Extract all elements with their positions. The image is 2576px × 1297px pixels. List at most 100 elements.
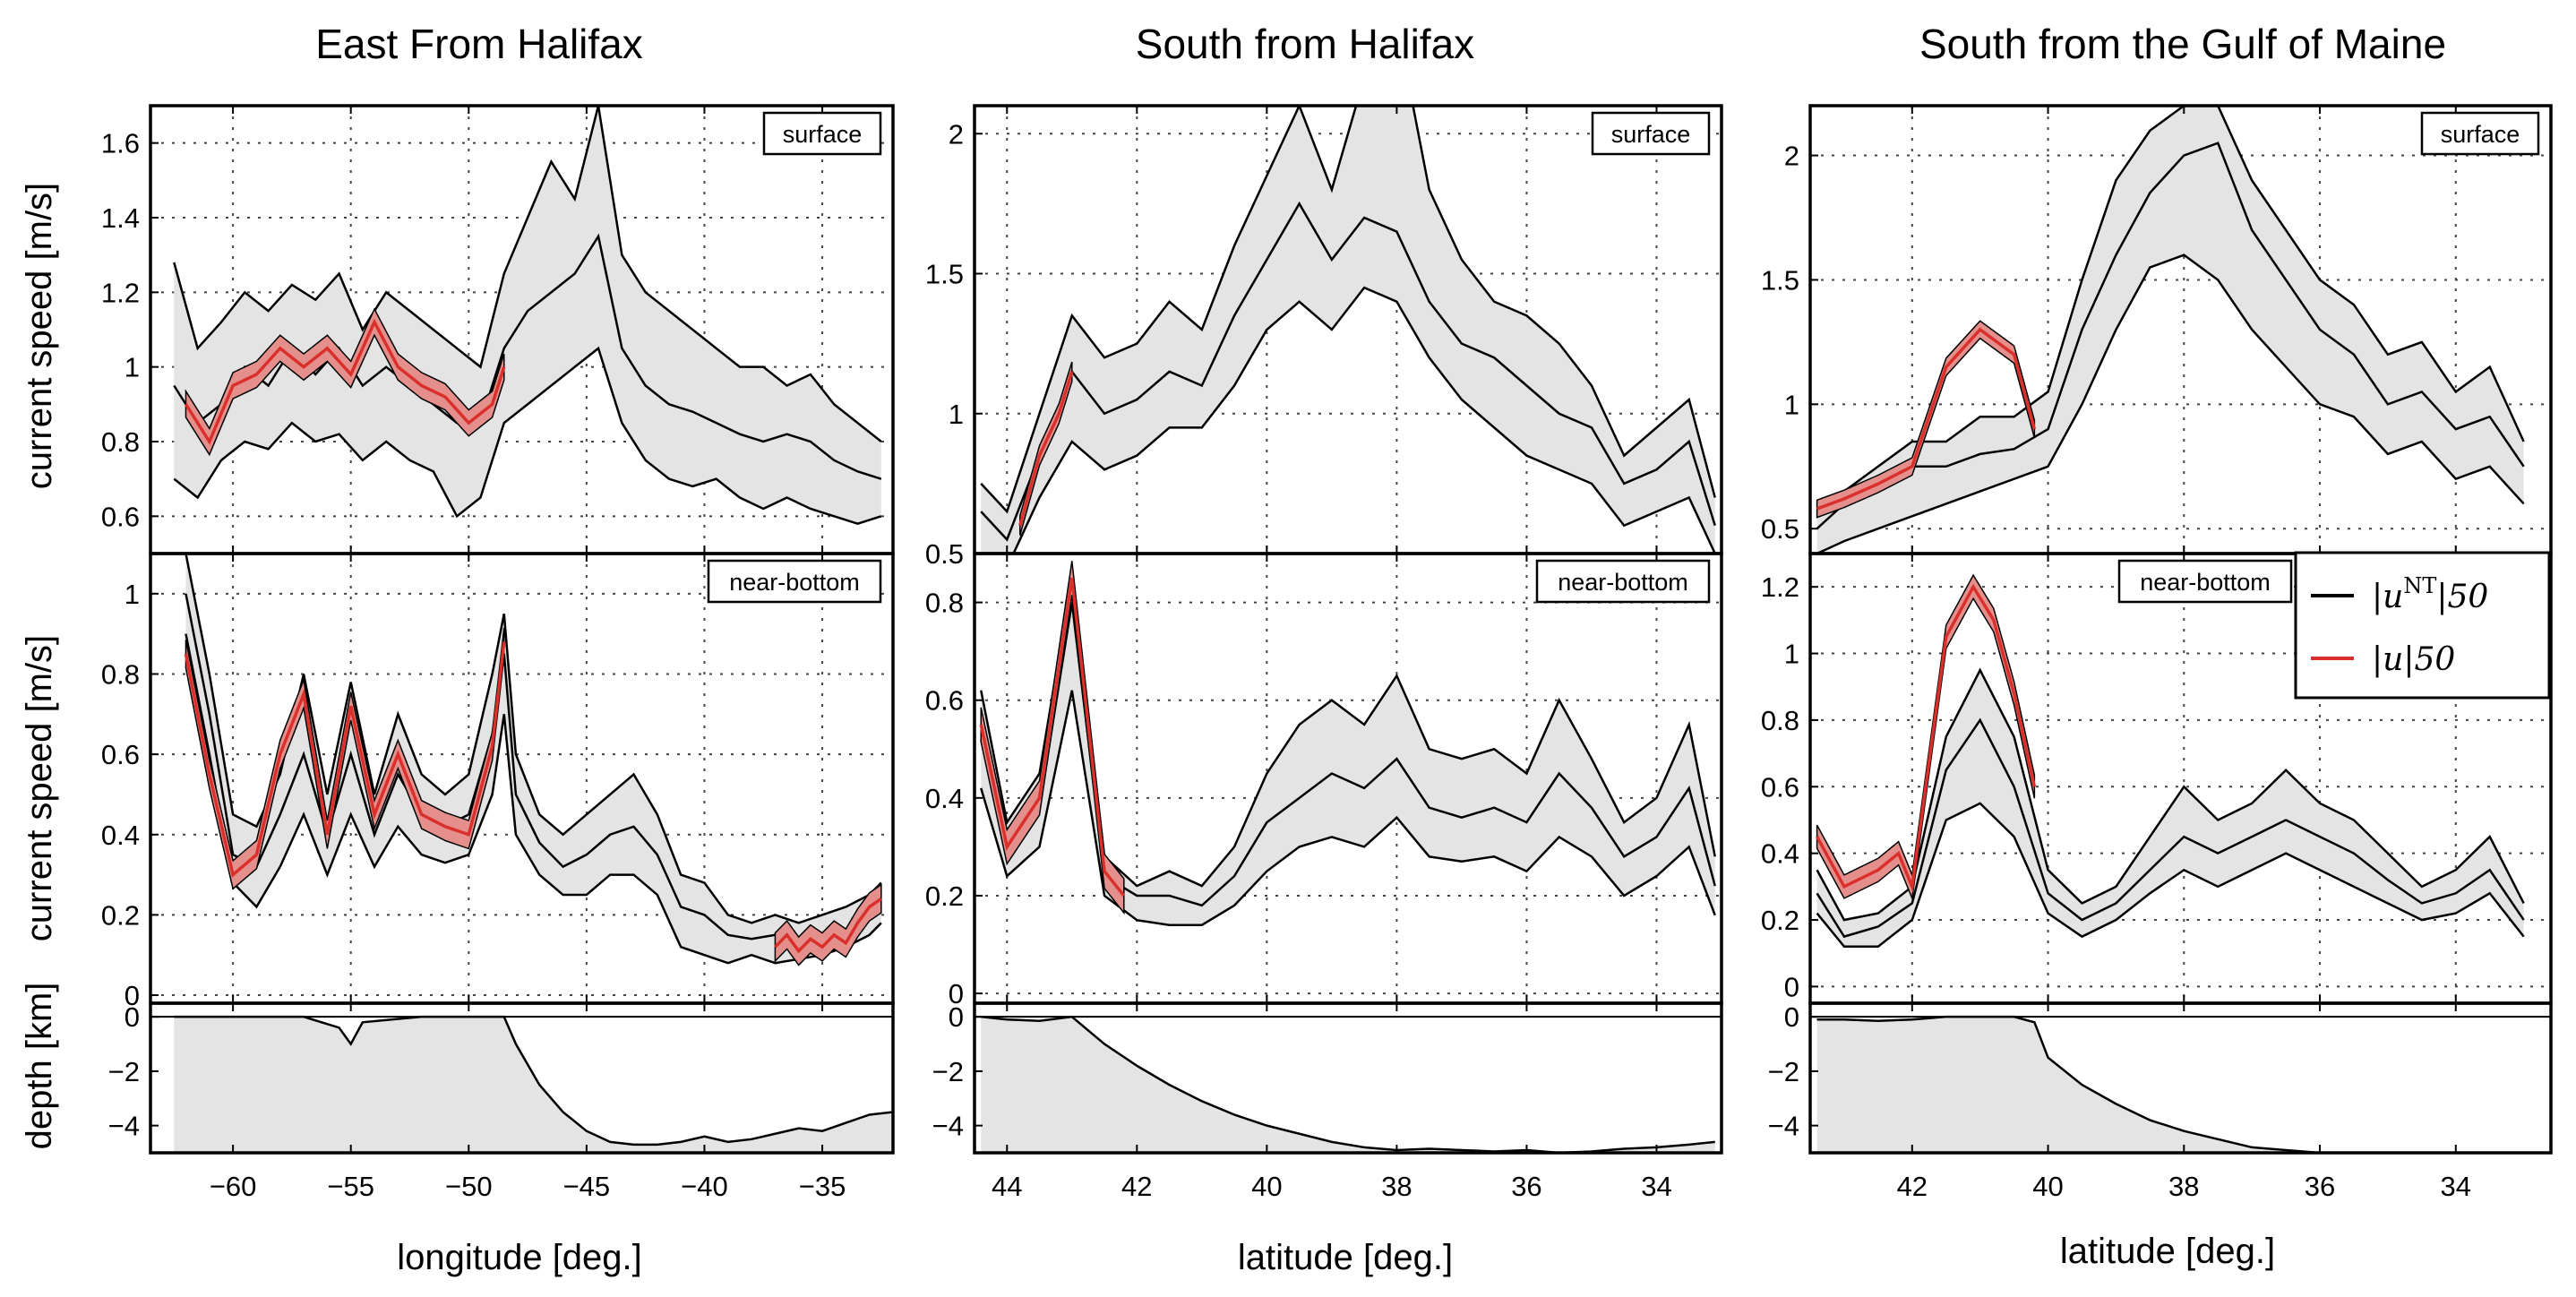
legend-entry-u: |u|50	[2372, 641, 2455, 678]
nt-band	[981, 106, 1715, 554]
nt-band	[174, 106, 881, 524]
legend: |uNT|50 |u|50	[2294, 551, 2551, 700]
panel-badge-text: surface	[1611, 121, 1691, 148]
nt-band	[185, 554, 881, 964]
panel-3-near-bottom: near-bottom 0 0.2 0.4 0.6 0.8 1 1.2	[1761, 552, 2553, 1005]
unt-lower-line	[185, 633, 882, 965]
axes-frame	[1808, 1001, 2553, 1155]
panel-badge-text: near-bottom	[2140, 569, 2271, 596]
nt-band	[981, 578, 1715, 925]
y-tick-label: 1	[125, 579, 140, 610]
x-tick-label: 44	[992, 1171, 1022, 1202]
y-tick-label: 0.6	[925, 685, 964, 717]
x-tick-label: 34	[1641, 1171, 1671, 1202]
y-tick-label: 0.6	[101, 501, 140, 532]
y-tick-label: 0.4	[1761, 838, 1799, 870]
u50-band	[185, 307, 505, 457]
panel-badge-text: near-bottom	[729, 569, 860, 596]
panel-badge-text: surface	[2441, 121, 2520, 148]
xlabel-longitude: longitude [deg.]	[397, 1238, 642, 1277]
unt-upper-line	[185, 554, 882, 924]
unt-lower-line	[980, 690, 1716, 926]
x-tick-label: 34	[2441, 1171, 2471, 1202]
unt-lower-line	[981, 286, 1716, 554]
y-tick-label: 1.5	[925, 259, 964, 290]
y-tick-label: −4	[1768, 1111, 1799, 1142]
u50-band	[1816, 573, 2036, 901]
axes-frame	[973, 1001, 1723, 1155]
panel-2-depth: 0 −2 −4 44 42 40 38 36 34	[932, 1001, 1723, 1202]
x-tick-label: 36	[1511, 1171, 1541, 1202]
panel-3-surface: surface 0.5 1 1.5 2	[1761, 104, 2553, 555]
unt-mid-line	[980, 201, 1716, 542]
panel-badge	[1535, 559, 1711, 604]
y-tick-label: 0	[949, 1001, 964, 1033]
x-tick-label: −60	[210, 1171, 257, 1202]
x-tick-label: 36	[2305, 1171, 2335, 1202]
y-tick-label: −4	[108, 1111, 140, 1142]
unt-upper-line	[173, 106, 882, 442]
y-tick-label: 1	[1784, 389, 1799, 420]
x-tick-label: 40	[2032, 1171, 2063, 1202]
y-tick-label: 1.2	[101, 277, 140, 308]
y-tick-label: 0.6	[101, 739, 140, 770]
x-tick-label: 38	[2168, 1171, 2199, 1202]
x-tick-label: 40	[1251, 1171, 1282, 1202]
u50-band	[1019, 361, 1073, 536]
legend-entry-ut: |uNT|50	[2372, 573, 2488, 615]
x-tick-label: 38	[1381, 1171, 1412, 1202]
u50-line	[1018, 371, 1074, 527]
y-tick-label: 0	[1784, 971, 1799, 1002]
x-tick-label: −45	[563, 1171, 611, 1202]
u50-line	[184, 641, 506, 878]
u50-band	[1816, 320, 2036, 519]
panel-badge-text: surface	[783, 121, 863, 148]
y-tick-label: 0	[125, 980, 140, 1011]
depth-fill	[174, 1017, 893, 1153]
y-tick-label: −2	[1768, 1056, 1799, 1087]
panel-3-depth: 0 −2 −4 42 40 38 36 34	[1768, 1001, 2553, 1202]
panel-2-near-bottom: near-bottom 0 0.2 0.4 0.6 0.8	[925, 552, 1723, 1009]
y-tick-label: 1	[125, 352, 140, 383]
panel-badge	[2117, 559, 2293, 604]
y-tick-label: 0.4	[101, 820, 140, 851]
x-tick-label: −50	[445, 1171, 493, 1202]
y-tick-label: −2	[932, 1056, 964, 1087]
u50-line	[979, 578, 1126, 898]
unt-lower-line	[173, 346, 882, 525]
nt-band	[1816, 106, 2524, 554]
y-tick-label: 0	[125, 1001, 140, 1033]
y-tick-label: 0.8	[101, 658, 140, 690]
y-tick-label: 0.6	[1761, 771, 1799, 803]
ylabel-near-bottom: current speed [m/s]	[20, 635, 59, 941]
x-tick-label: −55	[327, 1171, 374, 1202]
unt-mid-line	[185, 593, 882, 941]
u50-line	[1816, 327, 2037, 511]
panel-1-near-bottom: near-bottom 0 0.2 0.4 0.6 0.8 1	[101, 552, 895, 1011]
column-title-3: South from the Gulf of Maine	[1919, 21, 2446, 67]
y-tick-label: 1	[949, 399, 964, 430]
y-tick-label: 1.5	[1761, 264, 1799, 296]
panel-1-surface: surface 0.6 0.8 1 1.2 1.4 1.6	[101, 104, 895, 555]
panel-badge-text: near-bottom	[1558, 569, 1688, 596]
panel-2-surface: surface 0.5 1 1.5 2	[925, 104, 1723, 570]
y-tick-label: 1.4	[101, 202, 140, 234]
y-tick-label: 2	[949, 118, 964, 150]
panel-badge	[707, 559, 882, 604]
panel-badge	[1591, 111, 1711, 156]
unt-lower-line	[1816, 802, 2525, 949]
y-tick-label: 0.8	[1761, 705, 1799, 736]
u50-line	[774, 898, 882, 954]
legend-box	[2294, 551, 2551, 700]
x-tick-label: −40	[681, 1171, 728, 1202]
panel-badge	[2420, 111, 2540, 156]
y-tick-label: 0.5	[1761, 513, 1799, 545]
y-tick-label: 1.2	[1761, 571, 1799, 603]
unt-lower-line	[1816, 253, 2525, 554]
u50-band	[774, 883, 882, 966]
ylabel-surface: current speed [m/s]	[20, 183, 59, 489]
column-title-1: East From Halifax	[315, 21, 643, 67]
u50-line	[184, 318, 506, 445]
depth-fill	[981, 1017, 1715, 1153]
